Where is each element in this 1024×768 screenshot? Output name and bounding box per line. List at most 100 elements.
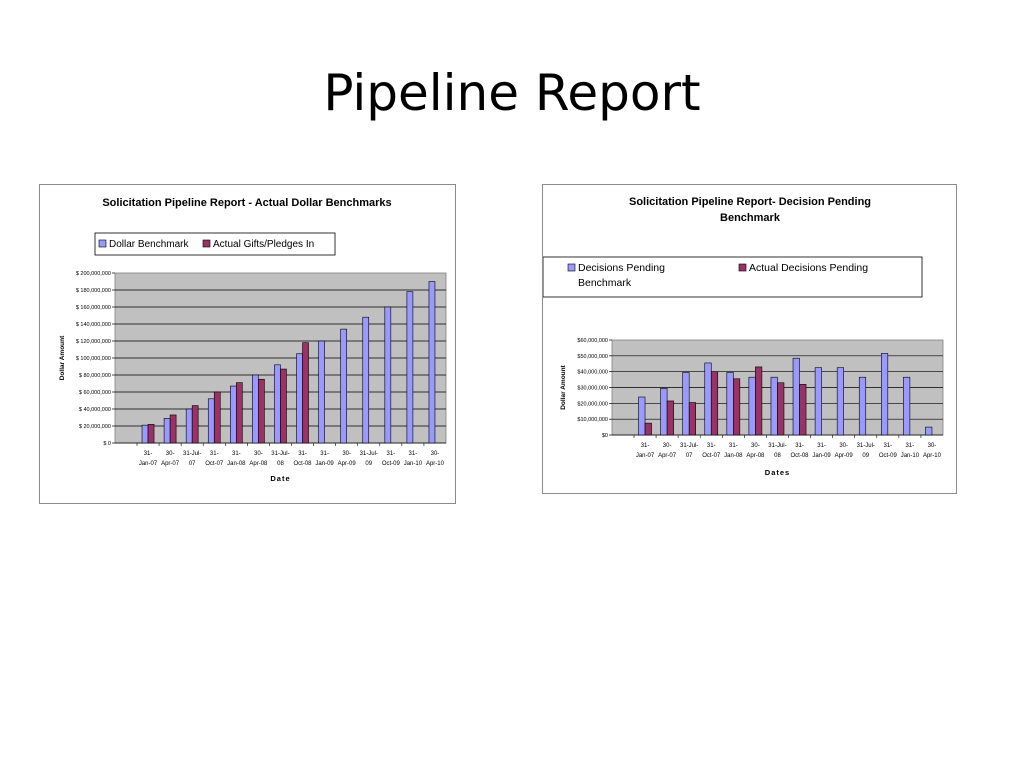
x-tick-label: 30- <box>254 451 263 457</box>
bar-series1-0 <box>147 424 155 444</box>
y-tick-label: $ 200,000,000 <box>76 271 111 277</box>
x-tick-label: 30- <box>839 443 848 449</box>
bar-series0-11 <box>881 353 889 436</box>
y-tick-label: $ 80,000,000 <box>79 373 111 379</box>
x-tick-label: 31- <box>641 443 650 449</box>
y-tick-label: $40,000,000 <box>577 370 608 376</box>
x-tick-label: 31-Jul- <box>183 451 201 457</box>
x-tick-label: 07 <box>189 461 196 467</box>
bar-series1-6 <box>777 382 785 436</box>
legend-label-1: Actual Gifts/Pledges In <box>213 239 314 250</box>
bar-series0-0 <box>141 424 149 444</box>
x-tick-label: Oct-08 <box>294 461 313 467</box>
x-tick-label: 31- <box>729 443 738 449</box>
bar-series1-1 <box>169 414 177 444</box>
bar-series1-5 <box>755 366 763 436</box>
x-tick-label: 30- <box>431 451 440 457</box>
x-axis-title: Date <box>270 474 290 483</box>
y-tick-label: $ 40,000,000 <box>79 407 111 413</box>
x-tick-label: Jan-07 <box>636 453 655 459</box>
y-tick-label: $ 0 <box>103 441 111 447</box>
bar-series0-13 <box>925 426 933 436</box>
x-tick-label: 30- <box>928 443 937 449</box>
y-tick-label: $ 120,000,000 <box>76 339 111 345</box>
bar-series1-7 <box>302 342 309 444</box>
x-tick-label: Apr-07 <box>658 453 677 459</box>
y-tick-label: $ 100,000,000 <box>76 356 111 362</box>
x-tick-label: 31- <box>210 451 219 457</box>
bar-series0-0 <box>638 396 646 436</box>
y-tick-label: $60,000,000 <box>577 338 608 344</box>
legend-label-1: Actual Decisions Pending <box>749 262 868 274</box>
x-tick-label: Jan-09 <box>315 461 334 467</box>
chart-title: Solicitation Pipeline Report- Decision P… <box>629 196 871 208</box>
bar-series0-6 <box>770 376 778 436</box>
y-tick-label: $30,000,000 <box>577 386 608 392</box>
x-tick-label: 30- <box>751 443 760 449</box>
x-tick-label: Apr-09 <box>835 453 854 459</box>
y-axis-title: Dollar Amount <box>560 364 567 409</box>
bar-series0-13 <box>428 281 436 444</box>
chart-title: Solicitation Pipeline Report - Actual Do… <box>102 197 391 209</box>
bar-series0-3 <box>704 362 712 436</box>
y-tick-label: $ 180,000,000 <box>76 288 111 294</box>
x-tick-label: Apr-09 <box>338 461 357 467</box>
bar-series0-4 <box>230 385 237 444</box>
legend-label-0: Benchmark <box>578 277 632 289</box>
x-tick-label: Oct-07 <box>702 453 721 459</box>
bar-series1-4 <box>733 378 741 436</box>
y-tick-label: $50,000,000 <box>577 354 608 360</box>
legend-swatch-1 <box>738 263 747 272</box>
x-tick-label: Oct-09 <box>879 453 898 459</box>
bar-series0-9 <box>836 367 844 436</box>
bar-series0-8 <box>814 367 822 436</box>
x-tick-label: 31- <box>817 443 826 449</box>
x-tick-label: Jan-08 <box>724 453 743 459</box>
legend-box <box>543 256 923 298</box>
x-tick-label: 09 <box>862 453 869 459</box>
x-tick-label: 31- <box>906 443 915 449</box>
bar-series0-3 <box>207 398 215 444</box>
x-tick-label: 08 <box>774 453 781 459</box>
bar-series0-2 <box>682 372 690 436</box>
legend-box <box>94 232 336 256</box>
legend-swatch-0 <box>567 263 576 272</box>
x-tick-label: Oct-09 <box>382 461 401 467</box>
slide-title: Pipeline Report <box>323 64 701 122</box>
bar-series0-12 <box>903 376 911 436</box>
x-tick-label: 31-Jul- <box>680 443 698 449</box>
legend-label-0: Dollar Benchmark <box>109 239 189 250</box>
bar-series1-3 <box>710 371 719 436</box>
y-tick-label: $10,000,000 <box>577 417 608 423</box>
decision-pending-chart-svg: Solicitation Pipeline Report- Decision P… <box>543 196 944 477</box>
x-tick-label: 31-Jul- <box>857 443 875 449</box>
bar-series1-1 <box>666 400 674 436</box>
x-tick-label: 08 <box>277 461 284 467</box>
chart-title: Benchmark <box>720 212 781 224</box>
bar-series0-1 <box>163 418 171 444</box>
y-tick-label: $ 20,000,000 <box>79 424 111 430</box>
x-tick-label: 31- <box>386 451 395 457</box>
x-tick-label: 30- <box>342 451 351 457</box>
bar-series0-6 <box>274 364 281 444</box>
dollar-benchmark-chart-svg: Solicitation Pipeline Report - Actual Do… <box>59 197 447 483</box>
bar-series1-6 <box>280 368 287 444</box>
bar-series1-7 <box>799 384 807 436</box>
y-tick-label: $0 <box>602 433 608 439</box>
x-tick-label: Apr-10 <box>426 461 445 467</box>
x-tick-label: Jan-09 <box>812 453 831 459</box>
y-tick-label: $ 160,000,000 <box>76 305 111 311</box>
y-tick-label: $ 140,000,000 <box>76 322 111 328</box>
x-tick-label: 31- <box>883 443 892 449</box>
y-tick-label: $ 60,000,000 <box>79 390 111 396</box>
bar-series0-9 <box>340 328 347 444</box>
x-tick-label: 31-Jul- <box>768 443 786 449</box>
bar-series1-0 <box>644 422 652 436</box>
x-tick-label: 30- <box>166 451 175 457</box>
bar-series0-12 <box>406 291 414 444</box>
bar-series0-10 <box>362 316 370 444</box>
bar-series0-2 <box>185 408 193 444</box>
bar-series1-5 <box>258 378 265 444</box>
x-tick-label: Jan-07 <box>139 461 158 467</box>
x-tick-label: 07 <box>686 453 693 459</box>
